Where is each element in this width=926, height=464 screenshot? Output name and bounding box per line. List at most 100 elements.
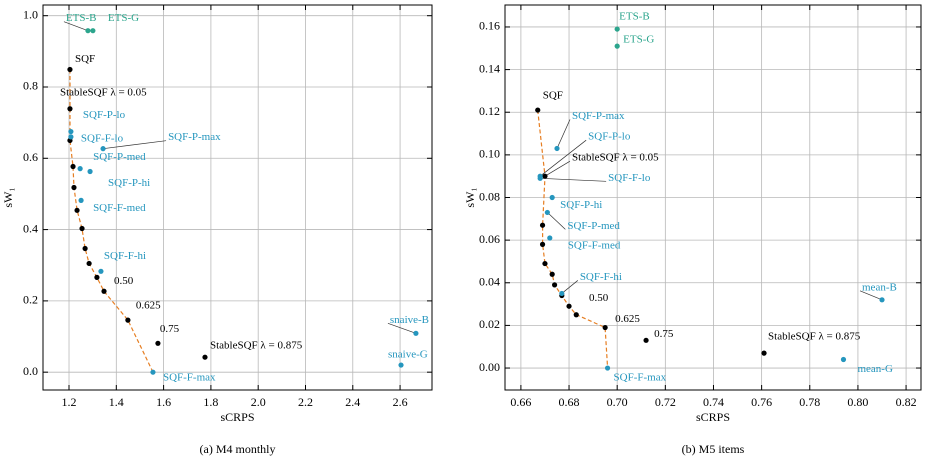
point bbox=[549, 194, 555, 201]
point bbox=[602, 324, 608, 331]
point bbox=[101, 288, 107, 294]
frontier-line bbox=[537, 110, 609, 369]
point bbox=[82, 245, 88, 252]
point bbox=[77, 166, 83, 172]
y-tick-label: 0.12 bbox=[479, 104, 500, 118]
x-tick-label: 0.80 bbox=[847, 395, 868, 409]
point-label: SQF bbox=[75, 53, 95, 65]
y-tick-label: 0.06 bbox=[479, 232, 500, 246]
y-axis-label: sW₁ bbox=[1, 187, 15, 207]
point bbox=[90, 28, 96, 34]
point-label: StableSQF λ = 0.875 bbox=[768, 331, 861, 343]
point bbox=[125, 317, 131, 323]
point-label: SQF-P-med bbox=[93, 151, 146, 163]
x-tick-label: 0.74 bbox=[703, 395, 724, 409]
x-tick-label: 2.2 bbox=[298, 395, 313, 409]
point-label: SQF-P-lo bbox=[83, 109, 126, 121]
y-axis-label: sW₁ bbox=[463, 187, 477, 207]
leader-line bbox=[387, 322, 417, 334]
point bbox=[573, 312, 579, 318]
point-label: SQF-F-med bbox=[93, 202, 146, 214]
point bbox=[68, 128, 74, 135]
y-tick-label: 0.08 bbox=[479, 189, 500, 203]
x-tick-label: 0.82 bbox=[896, 395, 917, 409]
x-tick-label: 2.0 bbox=[251, 395, 266, 409]
x-tick-label: 0.72 bbox=[655, 395, 676, 409]
y-tick-label: 1.0 bbox=[23, 7, 38, 21]
y-tick-label: 0.10 bbox=[479, 147, 500, 161]
y-tick-label: 0.2 bbox=[23, 293, 38, 307]
point bbox=[98, 268, 104, 274]
y-tick-label: 0.4 bbox=[23, 221, 38, 235]
point bbox=[86, 260, 92, 267]
point-label: 0.75 bbox=[654, 328, 674, 340]
point-label: 0.75 bbox=[160, 323, 180, 335]
leader-line bbox=[540, 177, 607, 182]
x-tick-label: 1.2 bbox=[62, 395, 77, 409]
point bbox=[840, 356, 847, 363]
point bbox=[535, 107, 541, 113]
point bbox=[70, 163, 76, 170]
leader-line bbox=[63, 21, 89, 31]
point-label: ETS-G bbox=[108, 12, 139, 24]
point-label: mean-G bbox=[857, 363, 892, 375]
point bbox=[71, 184, 77, 191]
x-tick-label: 0.66 bbox=[510, 395, 531, 409]
point-label: StableSQF λ = 0.05 bbox=[60, 86, 147, 98]
point bbox=[559, 290, 565, 297]
point bbox=[413, 330, 419, 336]
plot-frame bbox=[42, 4, 433, 391]
point bbox=[100, 146, 106, 152]
point bbox=[566, 303, 572, 309]
point bbox=[879, 297, 885, 303]
point bbox=[643, 337, 649, 343]
leader-line bbox=[547, 212, 566, 230]
point bbox=[74, 207, 80, 213]
point-label: 0.50 bbox=[589, 292, 609, 304]
point-label: ETS-B bbox=[619, 11, 650, 23]
point bbox=[398, 362, 404, 368]
point bbox=[155, 340, 161, 346]
point bbox=[78, 197, 84, 203]
x-tick-label: 1.8 bbox=[203, 395, 218, 409]
y-tick-label: 0.0 bbox=[23, 364, 38, 378]
point bbox=[761, 350, 767, 356]
point bbox=[551, 282, 558, 288]
leader-line bbox=[561, 280, 579, 294]
point bbox=[79, 225, 85, 232]
x-tick-label: 2.4 bbox=[345, 395, 360, 409]
x-tick-label: 0.68 bbox=[559, 395, 580, 409]
point bbox=[202, 354, 208, 360]
point-label: SQF-F-max bbox=[614, 372, 667, 384]
point bbox=[537, 175, 543, 181]
point bbox=[614, 26, 620, 32]
point bbox=[150, 369, 156, 375]
x-tick-label: 0.78 bbox=[799, 395, 820, 409]
point-label: SQF-F-lo bbox=[608, 172, 651, 184]
point-label: SQF-P-hi bbox=[108, 177, 150, 189]
point bbox=[87, 168, 93, 175]
point-label: mean-B bbox=[862, 281, 897, 293]
point-label: SQF-P-max bbox=[168, 131, 221, 143]
leader-line bbox=[544, 160, 571, 177]
point bbox=[542, 173, 548, 179]
point bbox=[67, 106, 73, 112]
point-label: SQF bbox=[543, 90, 563, 102]
caption: (a) M4 monthly bbox=[200, 442, 276, 456]
point bbox=[94, 274, 100, 280]
point bbox=[549, 271, 555, 277]
point-label: SQF-F-lo bbox=[81, 132, 124, 144]
point-label: SQF-F-hi bbox=[104, 250, 146, 262]
point bbox=[544, 209, 550, 216]
leader-line bbox=[556, 119, 571, 149]
x-tick-label: 1.4 bbox=[109, 395, 124, 409]
y-tick-label: 0.6 bbox=[23, 150, 38, 164]
point-label: SQF-F-hi bbox=[580, 271, 622, 283]
point-label: snaive-G bbox=[388, 349, 428, 361]
y-tick-label: 0.16 bbox=[479, 19, 500, 33]
point-label: ETS-G bbox=[623, 34, 654, 46]
point-label: snaive-B bbox=[390, 314, 429, 326]
point bbox=[85, 28, 91, 34]
point bbox=[542, 260, 548, 267]
point-label: SQF-F-med bbox=[568, 240, 621, 252]
